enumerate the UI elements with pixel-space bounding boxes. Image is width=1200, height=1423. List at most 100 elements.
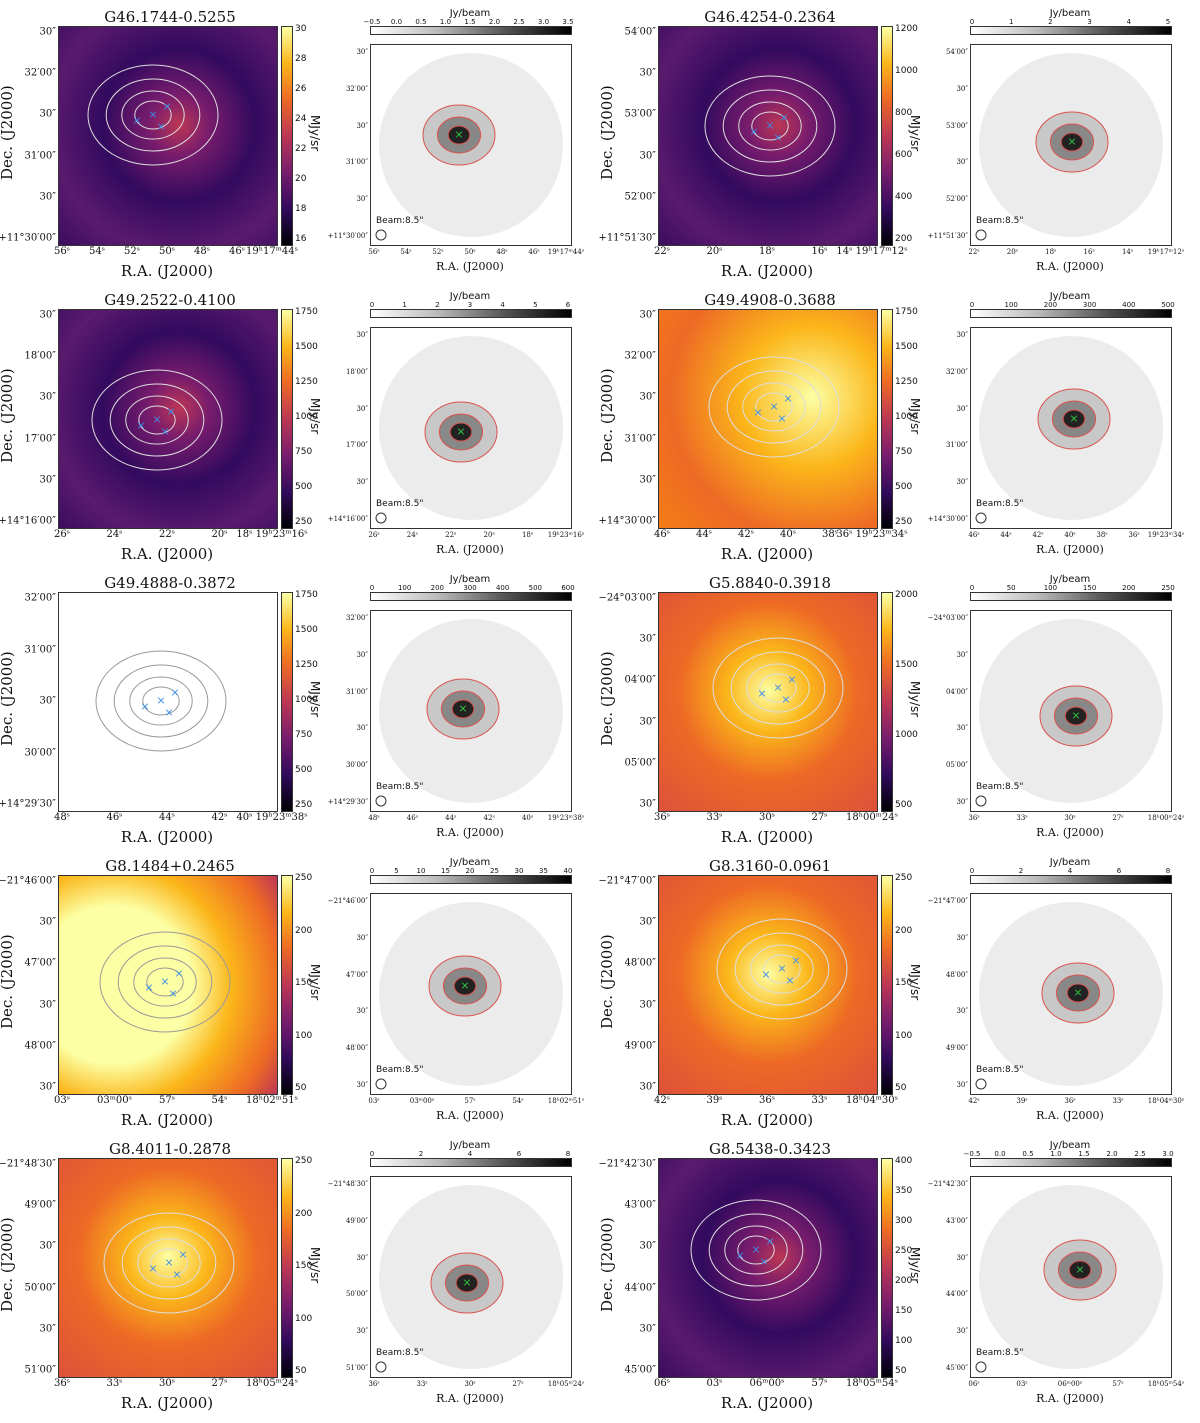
gray-ra-tick: 52ˢ	[432, 248, 444, 256]
contour-line	[755, 392, 793, 422]
gray-ra-tick: 16ˢ	[1083, 248, 1095, 256]
colorbar-tick: 400	[895, 1156, 913, 1166]
heatmap-image: × × × ×	[658, 309, 878, 529]
ra-tick: 22ˢ	[158, 529, 176, 540]
core-marker: ×	[1073, 986, 1082, 999]
dec-tick: 30″	[39, 108, 56, 120]
ra-tick: 46ˢ	[228, 246, 246, 257]
ra-tick: 33ˢ	[106, 1378, 123, 1389]
ra-tick: 26ˢ	[53, 529, 71, 540]
source-marker: ×	[751, 1243, 760, 1256]
dec-tick: 30″	[639, 309, 656, 321]
colorbar-tick: 200	[295, 925, 313, 936]
ra-tick: 03ˢ	[53, 1095, 71, 1106]
contour-overlay: ××× ×	[708, 356, 840, 458]
gray-colorbar-tick: 2.0	[1106, 1150, 1118, 1158]
colorbar-tick: 50	[295, 1366, 307, 1376]
colorbar-label: MJy/sr	[308, 398, 322, 435]
gray-ra-tick: 33ˢ	[416, 1380, 428, 1388]
colorbar-tick: 200	[895, 1276, 913, 1286]
colorbar-label: MJy/sr	[308, 964, 322, 1001]
source-marker: ×	[773, 681, 782, 694]
emission-contour	[447, 125, 471, 145]
source-marker: ×	[777, 962, 786, 975]
contour-line	[716, 918, 848, 1020]
dec-tick: 31′00″	[24, 150, 56, 162]
gray-dec-tick: 32′00″	[945, 367, 968, 376]
gray-colorbar-tick: 1.5	[464, 18, 476, 26]
dec-tick: 30″	[39, 1323, 56, 1335]
gray-colorbar-tick: 10	[416, 867, 426, 875]
contour-overlay: ××× ×	[716, 918, 848, 1020]
gray-dec-tick: 31′00″	[945, 441, 968, 450]
dec-tick: 30″	[39, 474, 56, 486]
ra-tick: 46ˢ	[653, 529, 671, 540]
dec-axis-label: Dec. (J2000)	[598, 85, 616, 180]
contour-line	[113, 664, 209, 738]
gray-colorbar	[970, 875, 1172, 884]
source-marker: ×	[777, 412, 786, 425]
ra-tick: 19ʰ17ᵐ44ˢ	[245, 246, 299, 257]
emission-contour	[1060, 132, 1084, 152]
ra-tick: 54ˢ	[211, 1095, 228, 1106]
gray-colorbar	[970, 309, 1172, 318]
gray-dec-tick: −21°48′30″	[327, 1180, 368, 1188]
ra-tick: 42ˢ	[737, 529, 755, 540]
ra-tick: 57ˢ	[811, 1378, 828, 1389]
gray-colorbar-tick: 15	[441, 867, 450, 875]
contour-overlay: ××× ×	[99, 931, 231, 1033]
dec-tick: 05′00″	[624, 757, 656, 769]
ra-axis-label: R.A. (J2000)	[720, 1394, 814, 1412]
contour-line	[734, 932, 830, 1006]
gray-dec-tick: −21°46′00″	[327, 897, 368, 905]
gray-dec-tick: 30″	[956, 1253, 968, 1262]
colorbar-tick: 250	[895, 873, 913, 883]
dec-tick: 47′00″	[24, 957, 56, 969]
dec-tick: 30″	[639, 716, 656, 728]
gray-colorbar	[970, 1158, 1172, 1167]
gray-dec-tick: 30″	[956, 650, 968, 659]
dec-axis-label: Dec. (J2000)	[598, 934, 616, 1029]
dec-tick: 30″	[639, 150, 656, 162]
gray-colorbar-tick: 0	[969, 18, 975, 26]
gray-dec-tick: 31′00″	[345, 687, 368, 696]
panel-title: G46.4254-0.2364	[704, 8, 836, 26]
dec-tick: −21°42′30″	[598, 1158, 656, 1170]
continuum-map: ×	[970, 1176, 1172, 1378]
gray-dec-tick: 31′00″	[345, 158, 368, 167]
dec-tick: 30″	[39, 26, 56, 38]
dec-tick: −24°03′00″	[598, 592, 656, 604]
dec-tick: 30″	[639, 633, 656, 645]
gray-ra-tick: 36ˢ	[1128, 531, 1140, 539]
contour-overlay: ××× ×	[712, 637, 844, 739]
gray-ra-axis-label: R.A. (J2000)	[436, 1109, 504, 1122]
ra-tick: 18ˢ 19ʰ23ᵐ16ˢ	[236, 529, 308, 540]
ra-tick: 03ᵐ00ˢ	[97, 1095, 132, 1106]
ra-tick: 38ˢ	[821, 529, 839, 540]
gray-ra-tick: 46ˢ	[528, 248, 540, 256]
source-marker: ×	[753, 406, 762, 419]
panel-title: G8.3160-0.0961	[708, 857, 832, 875]
dec-tick: 52′00″	[624, 191, 656, 203]
contour-line	[737, 1235, 775, 1265]
colorbar-tick: 300	[895, 1216, 913, 1226]
gray-dec-tick: 45′00″	[945, 1364, 968, 1372]
gray-colorbar-label: Jy/beam	[449, 1140, 491, 1151]
gray-colorbar-tick: 2	[418, 1150, 424, 1158]
ra-tick: 56ˢ	[53, 246, 71, 257]
gray-dec-tick: −24°03′00″	[927, 614, 968, 622]
colorbar-tick: 1000	[295, 412, 318, 422]
gray-dec-tick: 30″	[956, 798, 968, 806]
dec-tick: 30″	[39, 1081, 56, 1093]
panel-title: G8.5438-0.3423	[708, 1140, 832, 1158]
core-marker: ×	[1067, 135, 1076, 148]
gray-ra-tick: 40ˢ	[521, 814, 534, 822]
colorbar	[881, 26, 893, 246]
gray-ra-tick: 27ˢ	[1112, 814, 1124, 822]
dec-tick: 49′00″	[24, 1199, 56, 1211]
gray-ra-tick: 36ˢ	[368, 1380, 380, 1388]
gray-colorbar-tick: 0	[369, 1150, 375, 1158]
gray-colorbar-tick: 6	[1116, 867, 1122, 875]
gray-colorbar-tick: 0.5	[415, 18, 427, 26]
gray-ra-tick: 39ˢ	[1016, 1097, 1028, 1105]
